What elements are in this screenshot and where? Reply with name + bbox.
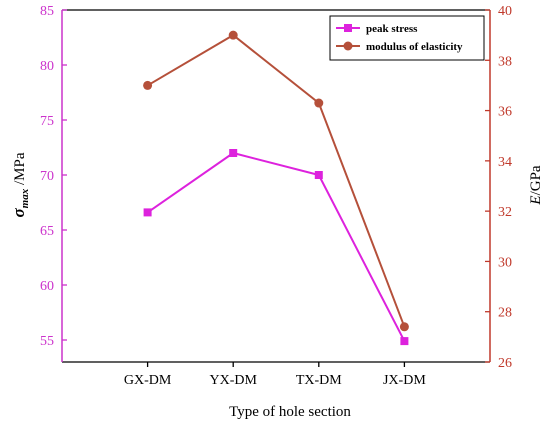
left-y-axis-title: σmax /MPa (9, 152, 31, 217)
left-y-axis-subscript: max (19, 188, 31, 208)
right-y-axis-symbol: E (528, 195, 544, 205)
left-y-axis-symbol: σ (9, 208, 28, 218)
data-point (400, 337, 409, 346)
right-tick-label: 26 (498, 356, 512, 371)
left-tick-label: 65 (40, 224, 54, 239)
legend-box (329, 15, 485, 61)
left-tick-label: 55 (40, 334, 54, 349)
legend: peak stress modulus of elasticity (329, 15, 485, 61)
axes-layer: 55 60 65 70 75 80 85 26 28 30 32 34 36 38 40 GX-DM YX-DM… (40, 4, 512, 388)
x-tick-label: GX-DM (124, 373, 172, 388)
right-tick-label: 30 (498, 255, 512, 270)
legend-marker (343, 41, 353, 51)
left-tick-label: 80 (40, 59, 54, 74)
right-tick-label: 40 (498, 4, 512, 19)
right-y-axis-title: E/GPa (528, 165, 544, 206)
data-point (228, 30, 238, 40)
right-tick-label: 36 (498, 105, 512, 120)
data-point (229, 149, 238, 157)
x-tick-label: TX-DM (296, 373, 342, 388)
data-point (314, 98, 324, 108)
left-tick-label: 85 (40, 4, 54, 19)
legend-label: modulus of elasticity (366, 41, 463, 53)
right-tick-label: 32 (498, 205, 512, 220)
legend-label: peak stress (366, 23, 418, 35)
right-tick-label: 34 (498, 155, 512, 170)
right-tick-label: 28 (498, 306, 512, 321)
left-y-axis-unit: /MPa (12, 152, 28, 189)
right-y-axis-unit: /GPa (528, 165, 544, 195)
x-tick-label: JX-DM (383, 373, 426, 388)
left-tick-label: 70 (40, 169, 54, 184)
left-tick-label: 75 (40, 114, 54, 129)
legend-marker (344, 24, 352, 32)
data-point (314, 171, 323, 179)
data-point (143, 208, 152, 217)
series-line (147, 151, 406, 342)
x-axis-title: Type of hole section (229, 404, 351, 420)
right-tick-label: 38 (498, 54, 512, 69)
series-layer (143, 30, 409, 346)
series-line (147, 33, 406, 328)
x-tick-label: YX-DM (209, 373, 257, 388)
left-tick-label: 60 (40, 279, 54, 294)
data-point (143, 80, 153, 90)
data-point (399, 322, 409, 332)
